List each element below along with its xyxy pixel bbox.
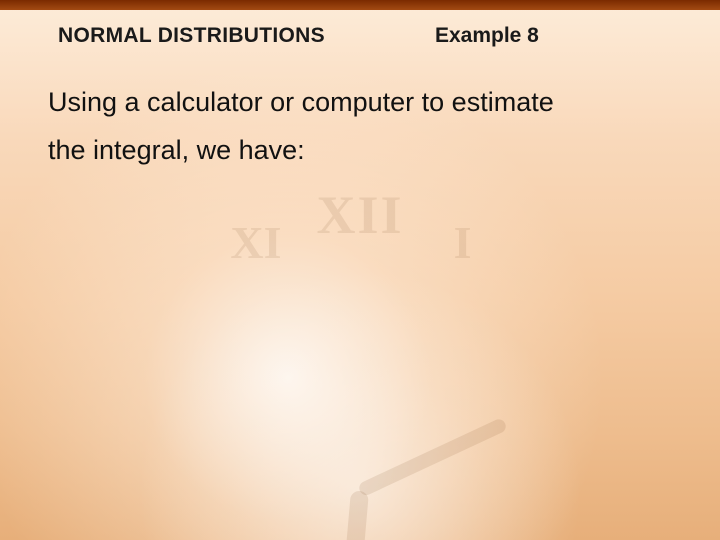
top-accent-bar [0,0,720,10]
clock-illustration [100,231,620,540]
example-label: Example 8 [435,24,539,48]
clock-numeral-xii: XII [316,184,403,246]
section-title: NORMAL DISTRIBUTIONS [58,24,325,48]
clock-numeral-xi: XI [230,216,281,269]
body-line-2: the integral, we have: [48,130,672,172]
body-line-1: Using a calculator or computer to estima… [48,82,672,124]
clock-numeral-i: I [454,216,472,269]
slide: XII I XI NORMAL DISTRIBUTIONS Example 8 … [0,0,720,540]
slide-body: Using a calculator or computer to estima… [48,82,672,178]
slide-header: NORMAL DISTRIBUTIONS Example 8 [58,24,680,48]
